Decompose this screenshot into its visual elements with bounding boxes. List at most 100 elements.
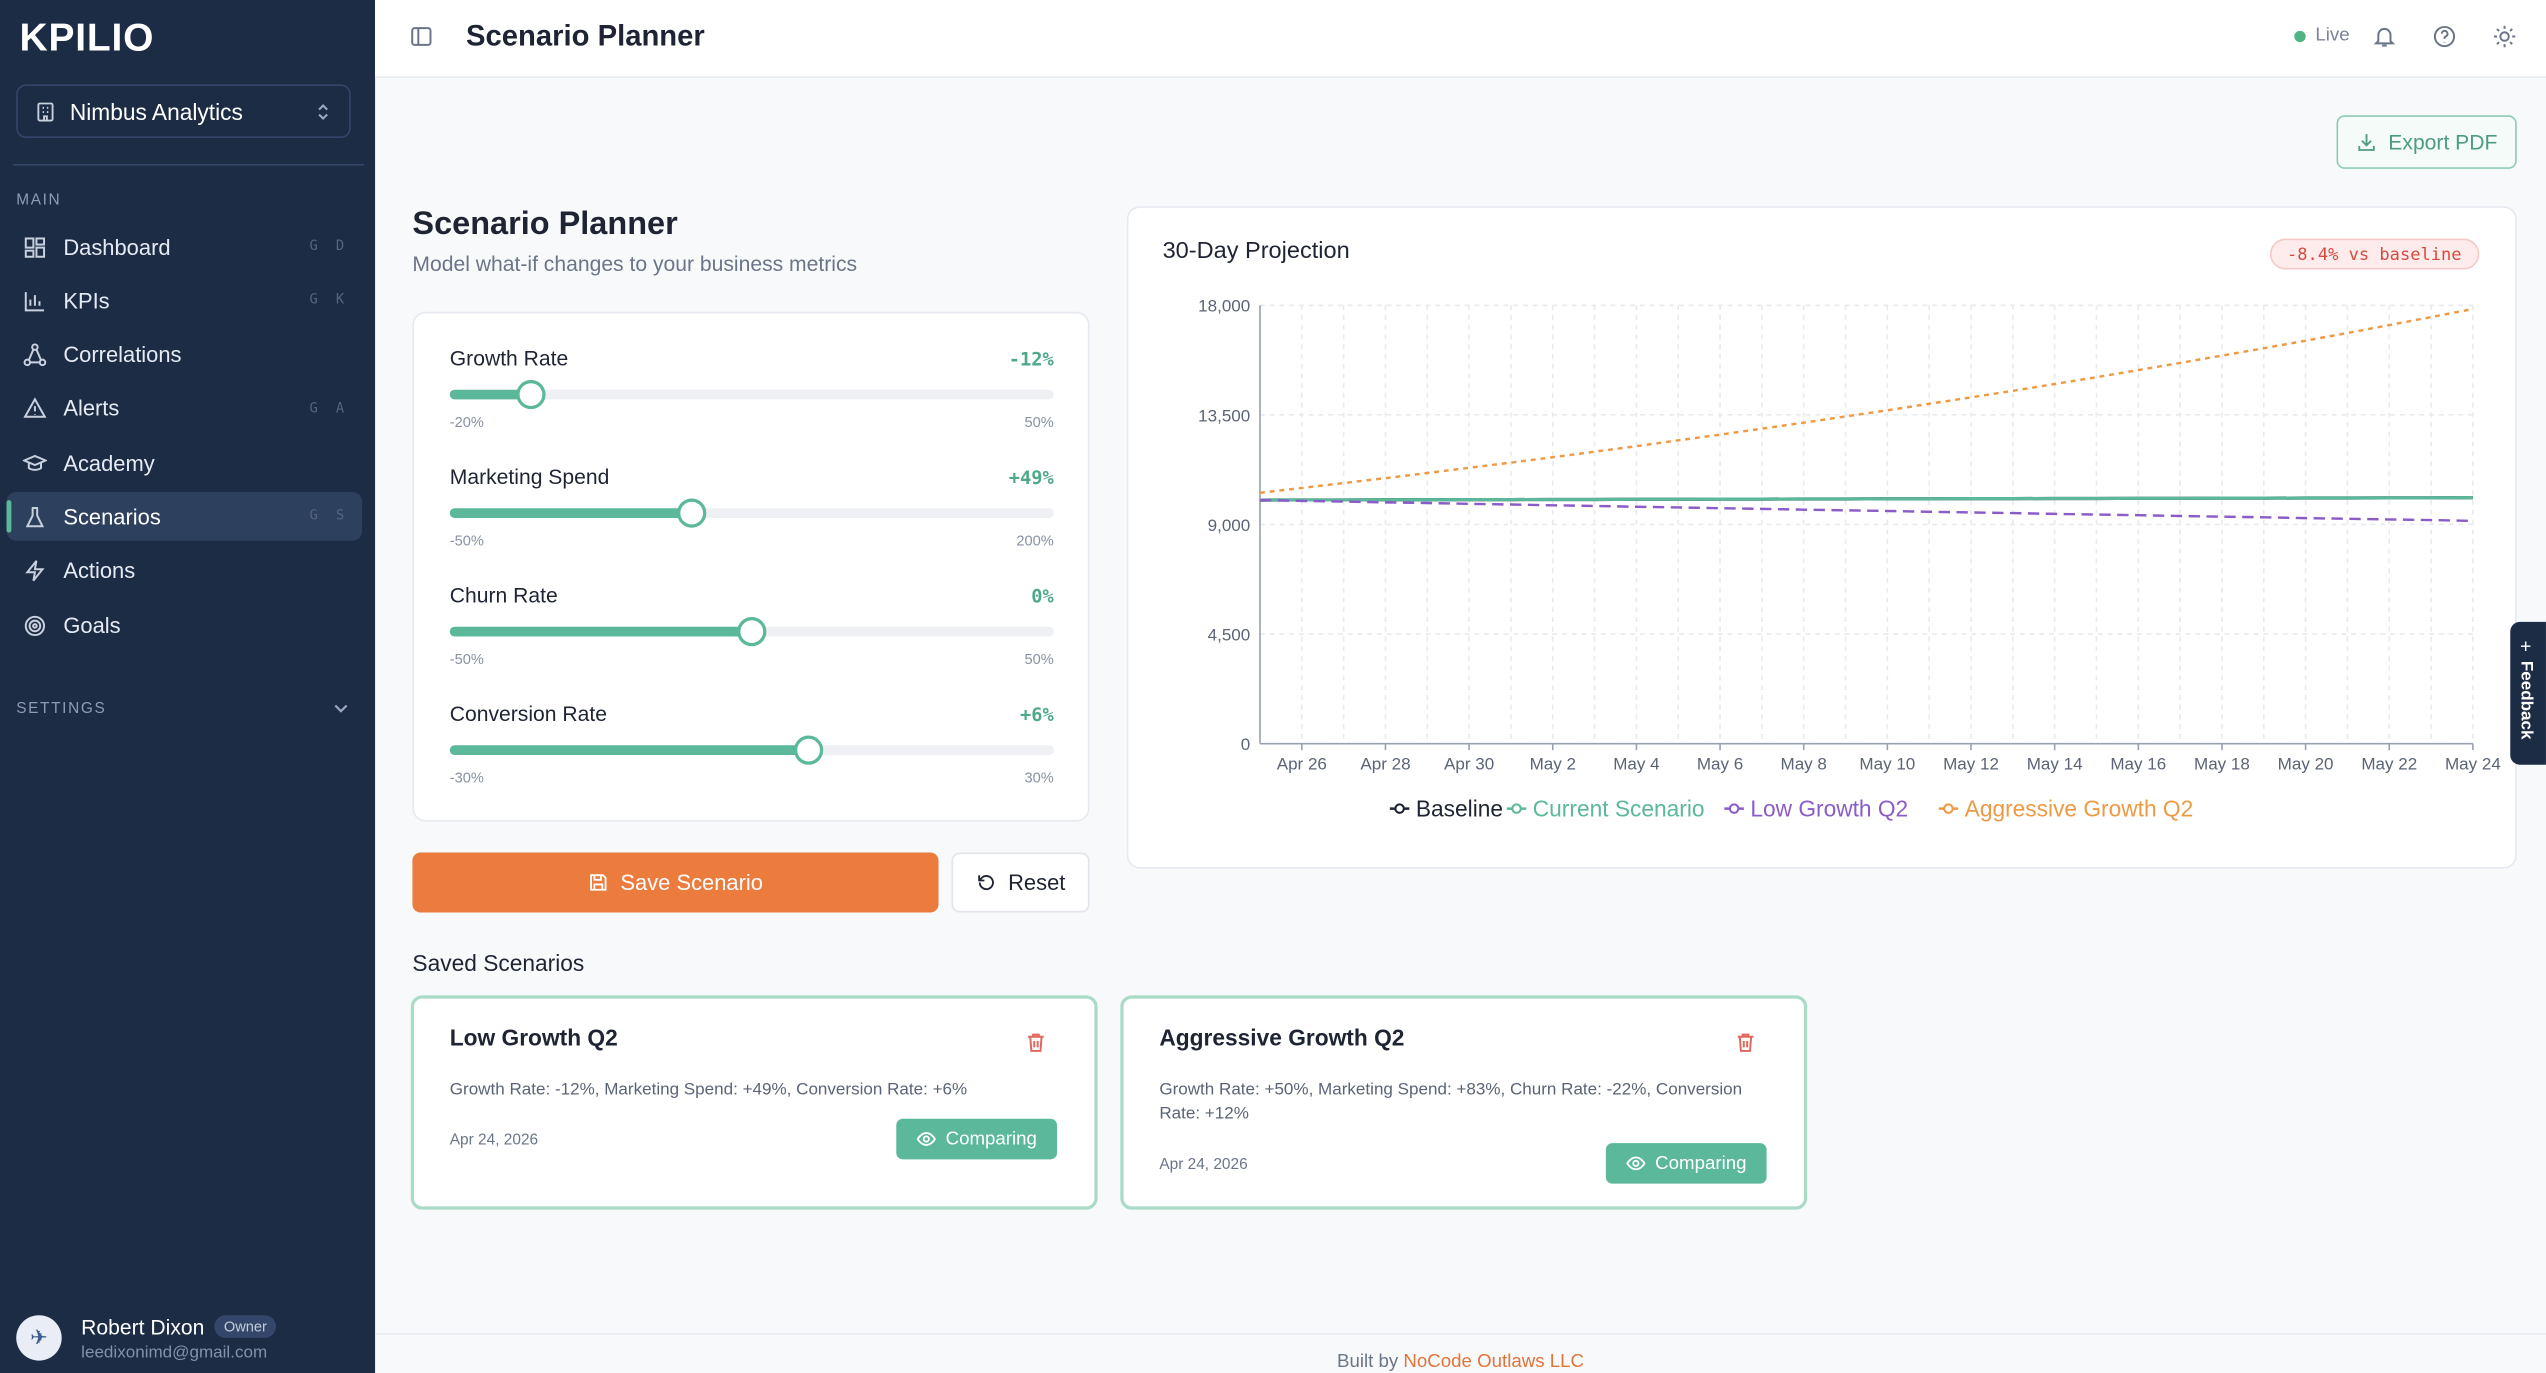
reset-button[interactable]: Reset (951, 852, 1090, 913)
slider-max: 50% (1024, 414, 1054, 431)
slider-min: -50% (449, 532, 484, 549)
projection-chart: 0 4,500 9,000 13,500 18,000 Apr 26 Apr 28 Apr 3… (1198, 297, 2501, 822)
legend-label: Low Growth Q2 (1750, 796, 1908, 822)
sidebar-item-scenarios[interactable]: Scenarios G S (6, 492, 363, 542)
sun-icon[interactable] (2492, 24, 2516, 48)
slider-churn-rate: Churn Rate 0% -50% 50% (449, 583, 1054, 668)
live-dot-icon (2294, 30, 2306, 42)
live-label: Live (2315, 25, 2350, 46)
slider-track[interactable] (449, 617, 1054, 647)
slider-track[interactable] (449, 379, 1054, 410)
sidebar-item-goals[interactable]: Goals (6, 601, 362, 650)
slider-value: 0% (1031, 584, 1054, 608)
role-badge: Owner (214, 1315, 277, 1338)
network-icon (23, 343, 47, 367)
save-scenario-button[interactable]: Save Scenario (412, 852, 939, 913)
footer-company-link[interactable]: NoCode Outlaws LLC (1403, 1352, 1585, 1373)
user-profile[interactable]: ✈ Robert Dixon Owner leedixonimd@gmail.c… (16, 1309, 357, 1367)
saved-scenario-card: Low Growth Q2 Growth Rate: -12%, Marketi… (410, 995, 1098, 1210)
slider-max: 30% (1024, 769, 1054, 786)
x-tick-label: May 20 (2278, 755, 2334, 774)
sidebar-toggle-icon[interactable] (409, 24, 433, 48)
lightning-icon (25, 560, 45, 582)
trash-icon[interactable] (1734, 1031, 1757, 1054)
sidebar-item-academy[interactable]: Academy (6, 439, 362, 488)
sidebar-item-dashboard[interactable]: Dashboard G D (6, 222, 362, 271)
help-icon[interactable] (2432, 24, 2456, 48)
slider-max: 200% (1016, 532, 1054, 549)
reset-icon (977, 875, 994, 891)
scenario-name: Aggressive Growth Q2 (1159, 1024, 1405, 1051)
chevron-up-down-icon (318, 103, 328, 120)
sidebar-nav: Dashboard G D KPIs G K Correlations Aler… (6, 222, 363, 655)
slider-fill (449, 745, 810, 756)
x-tick-label: Apr 30 (1444, 755, 1494, 774)
sidebar-item-actions[interactable]: Actions (6, 547, 362, 596)
feedback-label: Feedback (2516, 660, 2537, 740)
x-tick-label: May 2 (1530, 755, 1576, 774)
sidebar-item-alerts[interactable]: Alerts G A (6, 385, 362, 434)
grid-icon (24, 236, 46, 257)
shortcut-hint: G A (309, 400, 350, 418)
x-tick-label: May 10 (1859, 755, 1915, 774)
bell-icon[interactable] (2372, 24, 2396, 48)
user-info: Robert Dixon Owner leedixonimd@gmail.com (81, 1314, 277, 1362)
x-tick-label: May 24 (2445, 755, 2501, 774)
y-tick-label: 18,000 (1198, 297, 1250, 316)
sidebar-item-kpis[interactable]: KPIs G K (6, 277, 362, 326)
scenario-name: Low Growth Q2 (449, 1024, 618, 1051)
x-tick-label: May 18 (2194, 755, 2250, 774)
slider-thumb[interactable] (737, 617, 767, 647)
sidebar-item-label: Actions (63, 559, 136, 584)
legend-marker (1394, 803, 1405, 814)
slider-fill (449, 626, 752, 637)
graduation-cap-icon (22, 454, 48, 471)
warning-icon (23, 397, 47, 419)
shortcut-hint: G K (309, 292, 350, 309)
series-line (1259, 498, 2473, 523)
feedback-tab[interactable]: + Feedback (2510, 621, 2546, 765)
org-switcher[interactable]: Nimbus Analytics (16, 84, 351, 139)
scenario-date: Apr 24, 2026 (1159, 1156, 1248, 1174)
y-tick-label: 4,500 (1208, 626, 1251, 645)
bar-chart-icon (24, 291, 45, 311)
slider-track[interactable] (449, 735, 1054, 765)
series-line (1259, 496, 2473, 502)
sidebar-item-correlations[interactable]: Correlations (6, 331, 362, 380)
sidebar-item-label: Dashboard (63, 234, 171, 259)
section-label-settings: SETTINGS (16, 699, 107, 717)
series-line (1259, 307, 2474, 495)
legend-marker (1728, 803, 1740, 814)
x-tick-label: May 14 (2027, 755, 2083, 774)
save-label: Save Scenario (620, 870, 763, 895)
sliders-panel: Growth Rate -12% -20% 50% Marketing Spend +… (412, 311, 1090, 822)
comparing-button[interactable]: Comparing (1605, 1143, 1767, 1184)
user-name-row: Robert Dixon Owner (81, 1314, 277, 1339)
slider-min: -30% (449, 769, 484, 786)
comparing-button[interactable]: Comparing (896, 1118, 1058, 1160)
slider-fill (449, 508, 692, 518)
footer: Built by NoCode Outlaws LLC (375, 1333, 2546, 1373)
legend-label: Baseline (1416, 796, 1503, 822)
legend-marker (1943, 803, 1954, 814)
slider-value: -12% (1008, 347, 1054, 371)
trash-icon[interactable] (1025, 1031, 1048, 1054)
user-name: Robert Dixon (81, 1314, 205, 1339)
settings-section-toggle[interactable]: SETTINGS (16, 698, 350, 717)
page-header-title: Scenario Planner (466, 19, 705, 52)
slider-thumb[interactable] (794, 735, 824, 765)
scenario-date: Apr 24, 2026 (449, 1131, 539, 1150)
user-email: leedixonimd@gmail.com (81, 1341, 268, 1362)
slider-thumb[interactable] (676, 498, 706, 528)
top-bar: Scenario Planner Live (375, 0, 2546, 78)
slider-thumb[interactable] (516, 379, 546, 410)
logo: KPILIO (19, 16, 155, 61)
slider-track[interactable] (449, 498, 1054, 528)
slider-value: +6% (1020, 703, 1054, 726)
export-pdf-button[interactable]: Export PDF (2336, 115, 2517, 169)
sidebar-item-label: Scenarios (63, 504, 161, 530)
slider-min: -50% (449, 651, 484, 668)
x-tick-label: May 22 (2361, 755, 2417, 774)
scenario-description: Growth Rate: -12%, Marketing Spend: +49%… (449, 1079, 968, 1100)
legend-label: Aggressive Growth Q2 (1965, 796, 2194, 822)
